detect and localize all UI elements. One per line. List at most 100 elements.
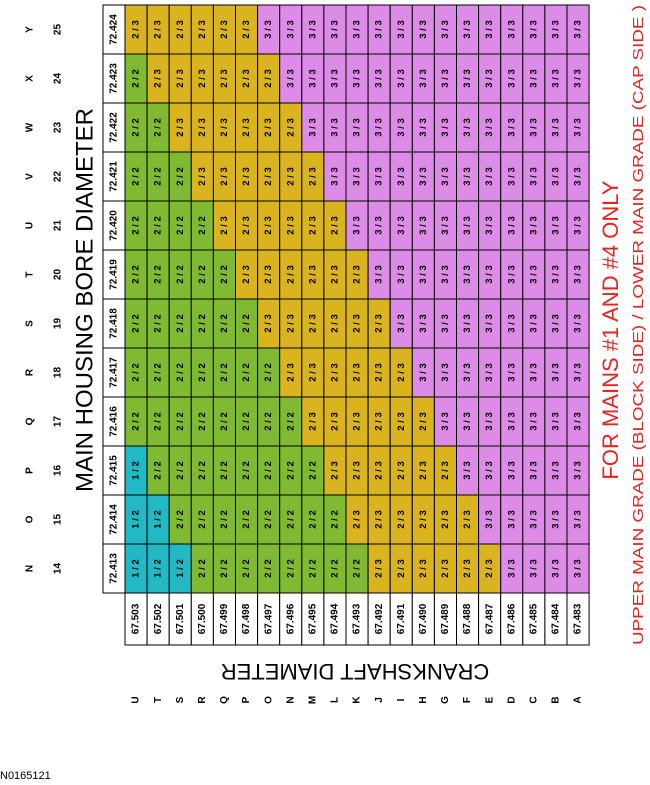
grade-text: 3 / 3 [418, 363, 429, 382]
grade-text: 3 / 3 [418, 20, 429, 39]
crank-letter: N [285, 696, 296, 703]
grade-text: 3 / 3 [329, 20, 340, 39]
grade-text: 2 / 2 [197, 265, 208, 284]
bore-letter: W [25, 122, 36, 132]
grade-text: 3 / 3 [506, 314, 517, 333]
grade-text: 2 / 3 [285, 216, 296, 235]
grade-text: 2 / 3 [241, 167, 252, 186]
crank-diameter: 67.489 [440, 603, 451, 634]
grade-text: 2 / 2 [175, 363, 186, 382]
grade-text: 3 / 3 [550, 167, 561, 186]
grade-text: 3 / 3 [550, 363, 561, 382]
grade-text: 2 / 3 [219, 118, 230, 137]
grade-text: 3 / 3 [374, 69, 385, 88]
grade-text: 2 / 3 [263, 118, 274, 137]
grade-text: 3 / 3 [352, 118, 363, 137]
grade-text: 2 / 3 [307, 216, 318, 235]
grade-text: 2 / 3 [484, 559, 495, 578]
grade-text: 2 / 2 [175, 265, 186, 284]
grade-text: 2 / 2 [131, 216, 142, 235]
crank-diameter: 67.488 [462, 603, 473, 634]
grade-text: 3 / 3 [573, 314, 584, 333]
grade-text: 2 / 2 [241, 461, 252, 480]
grade-text: 3 / 3 [573, 69, 584, 88]
grade-text: 3 / 3 [440, 69, 451, 88]
grade-text: 2 / 3 [241, 20, 252, 39]
grade-text: 2 / 3 [307, 412, 318, 431]
bore-number: 14 [53, 563, 64, 575]
grade-text: 2 / 3 [285, 363, 296, 382]
grade-text: 3 / 3 [462, 20, 473, 39]
grade-text: 2 / 2 [153, 363, 164, 382]
grade-text: 2 / 3 [263, 314, 274, 333]
bore-number: 16 [53, 465, 64, 477]
grade-text: 2 / 3 [241, 265, 252, 284]
grade-text: 3 / 3 [440, 20, 451, 39]
bore-number: 21 [53, 220, 64, 232]
grade-text: 3 / 3 [506, 363, 517, 382]
grade-text: 2 / 2 [131, 167, 142, 186]
grade-text: 3 / 3 [484, 265, 495, 284]
figure-id: N0165121 [0, 770, 51, 782]
crank-letter: K [352, 696, 363, 704]
grade-text: 2 / 3 [374, 461, 385, 480]
grade-text: 2 / 3 [219, 167, 230, 186]
grade-text: 2 / 2 [131, 314, 142, 333]
crank-diameter: 67.492 [374, 603, 385, 634]
grade-text: 2 / 2 [197, 216, 208, 235]
grade-text: 3 / 3 [550, 216, 561, 235]
grade-text: 2 / 3 [175, 69, 186, 88]
grade-text: 3 / 3 [573, 559, 584, 578]
grade-text: 2 / 3 [352, 510, 363, 529]
bore-diameter: 72.418 [109, 308, 120, 339]
grade-text: 3 / 3 [418, 314, 429, 333]
grade-text: 2 / 3 [197, 69, 208, 88]
grade-text: 2 / 2 [263, 412, 274, 431]
grade-text: 1 / 2 [153, 510, 164, 529]
grade-text: 2 / 2 [197, 461, 208, 480]
grade-text: 1 / 2 [175, 559, 186, 578]
grade-text: 2 / 3 [374, 412, 385, 431]
grade-text: 2 / 2 [131, 265, 142, 284]
grade-text: 2 / 2 [307, 461, 318, 480]
grade-text: 2 / 3 [462, 559, 473, 578]
grade-text: 3 / 3 [440, 167, 451, 186]
grade-text: 2 / 2 [241, 363, 252, 382]
bore-letter: U [25, 222, 36, 229]
grade-text: 3 / 3 [573, 118, 584, 137]
bore-diameter: 72.417 [109, 357, 120, 388]
bore-letter: N [25, 565, 36, 572]
bore-number: 18 [53, 367, 64, 379]
grade-text: 3 / 3 [573, 412, 584, 431]
grade-text: 2 / 3 [396, 559, 407, 578]
grade-text: 3 / 3 [528, 461, 539, 480]
crank-diameter: 67.491 [396, 603, 407, 634]
crank-diameter: 67.483 [573, 603, 584, 634]
grade-text: 3 / 3 [528, 510, 539, 529]
grade-text: 2 / 3 [462, 510, 473, 529]
crank-letter: Q [219, 696, 230, 704]
crank-diameter: 67.490 [418, 603, 429, 634]
bore-diameter: 72.416 [109, 406, 120, 437]
grade-text: 2 / 2 [175, 167, 186, 186]
crank-letter: G [440, 696, 451, 704]
grade-text: 3 / 3 [484, 412, 495, 431]
crank-letter: T [153, 697, 164, 703]
grade-text: 3 / 3 [440, 265, 451, 284]
grade-text: 1 / 2 [153, 559, 164, 578]
grade-text: 3 / 3 [573, 510, 584, 529]
grade-text: 3 / 3 [484, 20, 495, 39]
grade-text: 2 / 2 [197, 314, 208, 333]
grade-text: 3 / 3 [440, 363, 451, 382]
grade-text: 2 / 2 [285, 412, 296, 431]
bore-cell [102, 543, 126, 594]
grade-text: 2 / 2 [153, 461, 164, 480]
grade-text: 3 / 3 [484, 69, 495, 88]
crank-diameter: 67.494 [330, 603, 341, 634]
grade-text: 2 / 2 [153, 314, 164, 333]
grade-text: 3 / 3 [484, 314, 495, 333]
grade-text: 2 / 3 [374, 314, 385, 333]
crank-letter: L [330, 697, 341, 703]
bore-diameter: 72.415 [109, 455, 120, 486]
